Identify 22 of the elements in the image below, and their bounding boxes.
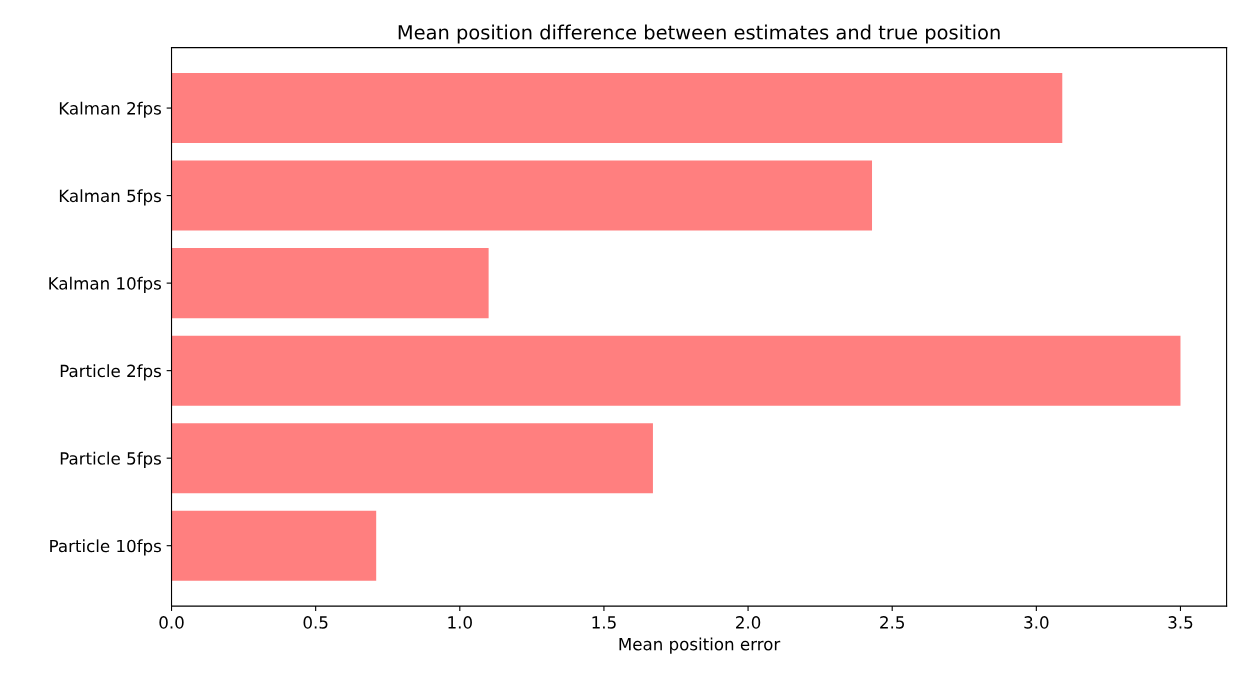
bar: [171, 510, 377, 581]
x-axis-title: Mean position error: [619, 637, 781, 654]
bar: [171, 160, 873, 231]
y-tick-label: Kalman 2fps: [59, 101, 161, 118]
bar: [171, 73, 1063, 144]
y-tick-label: Particle 2fps: [60, 364, 161, 381]
x-tick-label: 2.0: [736, 616, 761, 629]
x-tick-label: 2.5: [880, 616, 904, 629]
y-tick-label: Particle 5fps: [60, 451, 161, 468]
x-tick-label: 3.5: [1168, 616, 1193, 629]
x-tick-label: 3.0: [1024, 616, 1049, 629]
bar: [171, 423, 653, 494]
x-tick-label: 1.0: [448, 616, 472, 629]
x-tick-label: 1.5: [592, 616, 616, 629]
chart-title: Mean position difference between estimates and true position: [398, 24, 1000, 44]
bar: [171, 335, 1181, 406]
y-tick-label: Kalman 10fps: [49, 276, 161, 293]
x-tick-label: 0.0: [159, 616, 184, 629]
x-tick-label: 0.5: [303, 616, 328, 629]
y-tick-label: Kalman 5fps: [59, 189, 161, 206]
y-tick-label: Particle 10fps: [50, 539, 161, 556]
bar: [171, 248, 489, 319]
